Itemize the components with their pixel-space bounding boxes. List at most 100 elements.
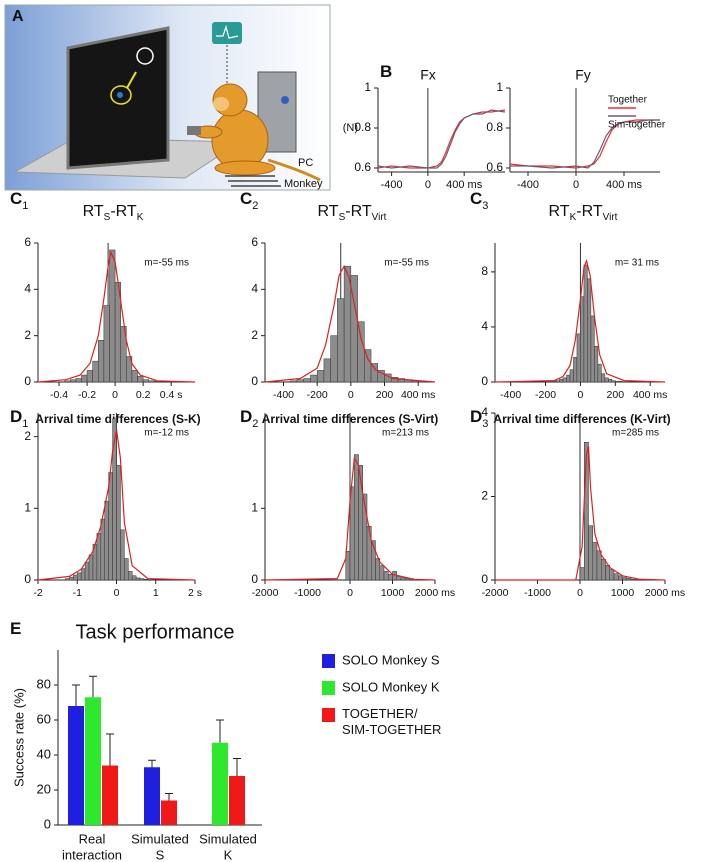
panel-label: E xyxy=(10,619,21,638)
histogram-bar xyxy=(103,305,110,383)
histogram-bar xyxy=(73,574,78,581)
chair xyxy=(225,175,281,187)
text-part: -RT xyxy=(345,203,372,220)
text-part: B xyxy=(380,62,392,81)
annotation: m= 31 ms xyxy=(615,258,659,269)
y-tick-label: 2 xyxy=(251,328,258,342)
panel-label: C1 xyxy=(10,189,28,211)
y-tick-label: 8 xyxy=(481,264,488,278)
bar xyxy=(229,776,245,825)
histogram-bar xyxy=(65,578,70,581)
annotation: m=213 ms xyxy=(382,428,429,439)
y-tick-label: 2 xyxy=(24,429,31,443)
subscript: K xyxy=(137,212,144,223)
histogram-bar xyxy=(316,370,325,383)
y-tick-label: 4 xyxy=(251,282,258,296)
histogram-bar xyxy=(86,370,93,383)
histogram-bar xyxy=(323,358,331,383)
y-tick-label: 40 xyxy=(37,746,51,761)
x-tick-label: -200 xyxy=(535,389,556,401)
y-tick-label: 60 xyxy=(37,711,51,726)
text-part: -RT xyxy=(576,203,603,220)
x-tick-label: 400 ms xyxy=(633,389,667,401)
y-tick-label: 4 xyxy=(24,282,31,296)
histogram-bar xyxy=(580,296,585,383)
histogram-bar xyxy=(143,579,149,581)
y-tick-label: 0 xyxy=(251,374,258,388)
x-tick-label: -2000 xyxy=(482,587,509,599)
legend-label-line: SIM-TOGETHER xyxy=(342,722,441,737)
x-tick-label: Simulated xyxy=(131,831,189,846)
bar xyxy=(161,800,177,825)
x-tick-label: 2000 ms xyxy=(415,587,455,599)
histogram-bar xyxy=(576,333,581,383)
text-part: D xyxy=(240,407,252,426)
histogram-bar xyxy=(77,572,82,581)
y-tick-label: 0 xyxy=(24,374,31,388)
fit-curve xyxy=(37,250,196,383)
subscript: 2 xyxy=(252,418,258,430)
histogram-bar xyxy=(566,374,571,383)
histogram-bar xyxy=(69,379,77,383)
histogram-bar xyxy=(630,578,636,581)
x-tick-label: 2000 ms xyxy=(645,587,685,599)
monkey xyxy=(187,83,321,182)
legend-label: SOLO Monkey K xyxy=(342,679,440,694)
histogram-bar xyxy=(555,380,560,383)
y-tick-label: 6 xyxy=(24,235,31,249)
y-tick-label: 20 xyxy=(37,781,51,796)
x-tick-label: -1000 xyxy=(294,587,321,599)
histogram-bar xyxy=(615,381,620,383)
histogram-bar xyxy=(405,578,410,581)
histogram-bar xyxy=(605,565,610,581)
x-tick-label: Real xyxy=(79,831,106,846)
histogram-bar xyxy=(622,577,627,581)
x-tick-label: -2 xyxy=(33,587,42,599)
histogram-bar xyxy=(611,380,616,383)
annotation: m=285 ms xyxy=(612,428,659,439)
chart-title: Arrival time differences (K-Virt) xyxy=(493,412,670,426)
force-line xyxy=(510,119,660,169)
annotation: m=-12 ms xyxy=(144,428,189,439)
y-tick-label: 80 xyxy=(37,676,51,691)
annotation: m=-55 ms xyxy=(384,258,429,269)
legend-swatch xyxy=(322,681,335,695)
x-tick-label: interaction xyxy=(62,847,122,862)
histogram-bar xyxy=(296,379,304,383)
legend-swatch xyxy=(322,708,335,722)
subscript: S xyxy=(339,212,346,223)
chart-histogram: C3 RTK-RTVirt 0 4 8 -400 -200 0 200 400 ms m= 31 m… xyxy=(470,189,667,400)
annotation: m=-55 ms xyxy=(144,258,189,269)
histogram-bar xyxy=(310,374,318,383)
histogram-bar xyxy=(303,378,311,383)
histogram-bar xyxy=(128,571,133,581)
text-part: RT xyxy=(318,203,339,220)
subscript: Virt xyxy=(603,212,618,223)
x-tick-label: 0 xyxy=(348,389,354,401)
panel-label: D2 xyxy=(240,407,258,429)
x-tick-label: 200 xyxy=(607,389,625,401)
histogram-bar xyxy=(613,573,619,581)
x-tick-label: 200 xyxy=(376,389,394,401)
histogram-bar xyxy=(337,298,345,383)
histogram-bar xyxy=(383,571,389,581)
subscript: K xyxy=(570,212,577,223)
histogram-bar xyxy=(400,577,406,581)
force-line xyxy=(377,109,506,169)
x-tick-label: -200 xyxy=(307,389,328,401)
chart-title: Task performance xyxy=(76,621,235,643)
bar xyxy=(85,697,101,825)
monkey-label: Monkey xyxy=(284,178,323,190)
bar xyxy=(144,767,160,825)
panel-a: A PC Monkey xyxy=(4,4,331,191)
y-tick-label: 0 xyxy=(24,572,31,586)
x-tick-label: 0 xyxy=(573,179,579,191)
force-line xyxy=(377,109,506,169)
y-tick-label: 1 xyxy=(24,500,31,514)
histogram-bar xyxy=(357,321,365,383)
subscript: S xyxy=(104,212,111,223)
x-tick-label: 400 ms xyxy=(401,389,435,401)
histogram-bar xyxy=(604,377,609,383)
x-tick-label: 1 xyxy=(153,587,159,599)
